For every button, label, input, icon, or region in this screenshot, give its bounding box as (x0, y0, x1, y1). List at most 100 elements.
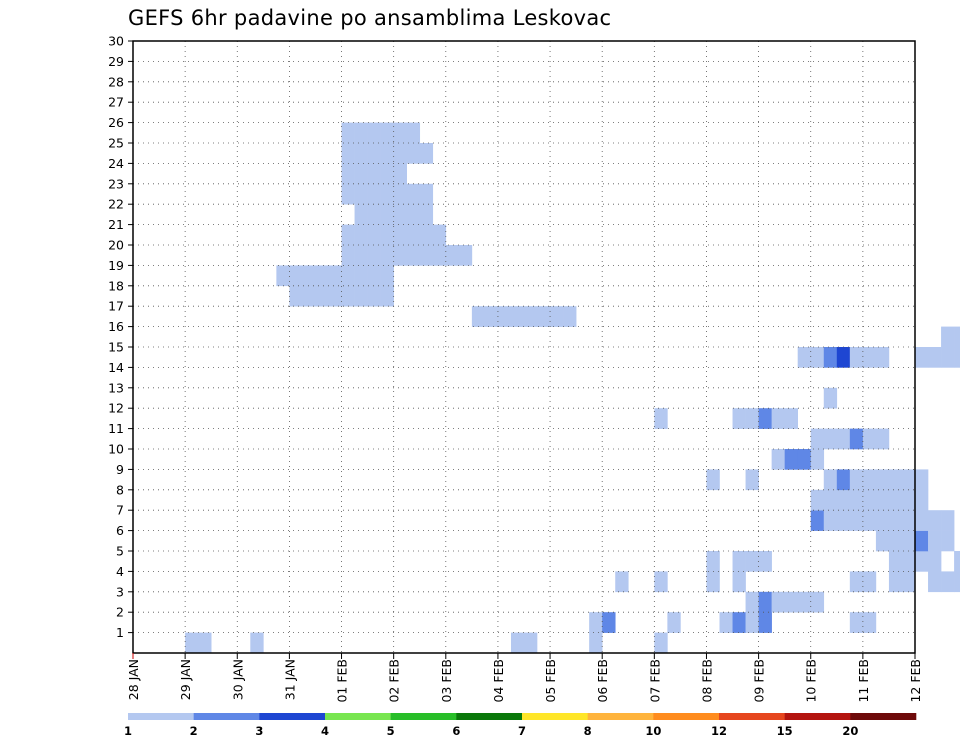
heatmap-cell (862, 510, 877, 531)
heatmap-cell (393, 122, 407, 144)
heatmap-cell (901, 489, 916, 511)
heatmap-cell (380, 163, 394, 185)
heatmap-cell (510, 306, 525, 327)
heatmap-cell (654, 632, 668, 654)
heatmap-cell (432, 245, 447, 266)
legend-swatch (653, 713, 720, 720)
heatmap-cell (915, 469, 929, 491)
legend-swatch (259, 713, 326, 720)
heatmap-cell (745, 591, 759, 613)
heatmap-cell (888, 551, 903, 572)
y-tick-label: 27 (108, 95, 124, 110)
y-tick-label: 17 (108, 299, 124, 314)
legend-label: 10 (645, 724, 661, 738)
heatmap-cell (771, 591, 785, 613)
heatmap-cell (823, 387, 838, 409)
heatmap-cell (745, 469, 759, 491)
heatmap-cell (810, 510, 825, 531)
legend-swatch (456, 713, 523, 720)
heatmap-cell (510, 632, 525, 654)
heatmap-cell (745, 612, 759, 633)
heatmap-cell (941, 571, 955, 593)
heatmap-cell (393, 204, 407, 225)
heatmap-cell (380, 245, 394, 266)
legend-swatch (784, 713, 851, 720)
legend-label: 1 (124, 724, 132, 738)
heatmap-cell (524, 306, 538, 327)
heatmap-cell (875, 469, 890, 491)
heatmap-cell (393, 143, 407, 164)
heatmap-cell (341, 224, 355, 246)
legend-label: 7 (518, 724, 526, 738)
y-tick-label: 2 (116, 605, 124, 620)
y-tick-label: 19 (108, 258, 124, 273)
heatmap-cell (771, 408, 785, 429)
heatmap-cell (823, 469, 838, 491)
legend-label: 4 (321, 724, 329, 738)
heatmap-cell (928, 530, 942, 552)
heatmap-cell (732, 571, 746, 593)
legend-label: 8 (584, 724, 592, 738)
x-tick-label: 04 FEB (491, 659, 506, 703)
heatmap-cell (341, 143, 355, 164)
legend-label: 20 (842, 724, 858, 738)
heatmap-cell (537, 306, 551, 327)
legend-swatch (587, 713, 654, 720)
heatmap-cell (784, 449, 798, 470)
x-tick-label: 05 FEB (543, 659, 558, 703)
heatmap-cell (849, 428, 864, 450)
y-tick-label: 15 (108, 340, 124, 355)
heatmap-cell (341, 245, 355, 266)
heatmap-cell (563, 306, 577, 327)
y-tick-label: 14 (108, 360, 124, 375)
heatmap-cell (849, 612, 864, 633)
heatmap-cell (875, 489, 890, 511)
heatmap-cell (888, 489, 903, 511)
heatmap-cell (941, 326, 955, 348)
axis-layer: 1234567891011121314151617181920212223242… (108, 34, 923, 703)
heatmap-cell (875, 428, 890, 450)
heatmap-cell (302, 265, 316, 287)
heatmap-cell (836, 469, 851, 491)
heatmap-cell (797, 347, 812, 368)
heatmap-cell (810, 347, 825, 368)
heatmap-cell (862, 489, 877, 511)
legend-swatch (193, 713, 260, 720)
heatmap-cell (484, 306, 499, 327)
heatmap-cell (901, 571, 916, 593)
heatmap-cell (888, 571, 903, 593)
heatmap-cell (954, 551, 960, 572)
heatmap-cell (836, 489, 851, 511)
heatmap-cell (393, 183, 407, 205)
heatmap-cell (406, 224, 421, 246)
heatmap-cell (706, 571, 720, 593)
heatmap-cell (380, 143, 394, 164)
heatmap-cell (758, 408, 772, 429)
legend-swatch (325, 713, 391, 720)
heatmap-cell (667, 612, 681, 633)
heatmap-cell (849, 571, 864, 593)
heatmap-cell (758, 551, 772, 572)
heatmap-cell (406, 183, 421, 205)
heatmap-cell (810, 428, 825, 450)
heatmap-cell (901, 551, 916, 572)
heatmap-cell (915, 530, 929, 552)
heatmap-cell (354, 285, 368, 307)
heatmap-cell (915, 489, 929, 511)
heatmap-cell (849, 347, 864, 368)
x-tick-label: 29 JAN (178, 659, 193, 700)
heatmap-cell (732, 551, 746, 572)
heatmap-cell (393, 224, 407, 246)
heatmap-cell (758, 591, 772, 613)
x-tick-label: 12 FEB (908, 659, 923, 703)
heatmap-cell (797, 591, 812, 613)
heatmap-cell (810, 591, 825, 613)
heatmap-cell (875, 510, 890, 531)
x-tick-label: 30 JAN (230, 659, 245, 700)
heatmap-cell (380, 122, 394, 144)
heatmap-cell (367, 204, 381, 225)
heatmap-cell (354, 143, 368, 164)
heatmap-cell (849, 510, 864, 531)
heatmap-cell (654, 571, 668, 593)
